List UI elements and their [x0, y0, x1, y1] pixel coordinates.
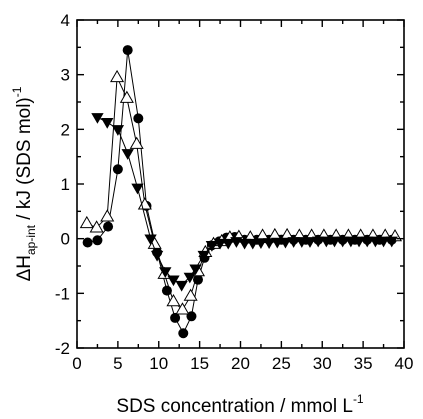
x-tick-label: 5 [113, 354, 122, 373]
data-point-triangle-down [385, 236, 398, 248]
data-point-triangle-up [183, 288, 198, 301]
data-point-triangle-up [129, 136, 144, 149]
data-point-circle [92, 235, 103, 246]
tick-labels-layer: 0 5 10 15 20 25 30 35 40 -2 -1 0 1 2 3 4 [55, 11, 414, 373]
data-point-circle [122, 45, 133, 56]
data-point-triangle-down [222, 238, 235, 250]
data-point-triangle-down [311, 236, 325, 248]
data-point-triangle-down [271, 237, 284, 249]
series-layer [79, 45, 403, 339]
data-point-triangle-up [119, 90, 134, 103]
data-point-triangle-up [79, 215, 94, 229]
data-point-triangle-down [205, 241, 219, 252]
series-line [86, 75, 396, 311]
data-point-triangle-down [183, 272, 196, 284]
data-point-triangle-down [189, 264, 202, 276]
ticks-layer [76, 19, 405, 349]
data-point-triangle-down [101, 118, 114, 129]
y-tick-label: 1 [61, 175, 70, 194]
x-tick-label: 0 [72, 354, 81, 373]
data-point-circle [82, 237, 93, 248]
series-filled-circle [82, 45, 397, 339]
y-tick-label: 4 [61, 11, 70, 30]
series-line [87, 50, 392, 335]
data-point-triangle-down [377, 236, 390, 248]
series-filled-triangle-down [91, 113, 398, 292]
data-point-triangle-down [279, 237, 292, 249]
x-axis-label: SDS concentration / mmol L-1 [116, 392, 364, 417]
data-point-triangle-down [121, 149, 134, 160]
x-tick-label: 35 [354, 354, 373, 373]
data-point-triangle-down [91, 113, 104, 124]
x-tick-label: 30 [313, 354, 332, 373]
data-point-triangle-down [369, 236, 382, 248]
y-tick-label: -1 [55, 284, 70, 303]
data-point-triangle-down [287, 237, 300, 248]
data-point-circle [170, 312, 181, 323]
x-tick-label: 10 [149, 354, 168, 373]
data-point-triangle-up [89, 220, 104, 233]
data-point-triangle-up [100, 209, 115, 222]
data-point-triangle-down [262, 238, 276, 249]
y-tick-label: 2 [61, 120, 70, 139]
data-point-circle [192, 274, 203, 285]
data-point-circle [112, 164, 123, 175]
data-point-triangle-down [336, 236, 349, 248]
data-point-triangle-up [175, 302, 190, 315]
data-point-triangle-down [144, 234, 157, 246]
x-tick-label: 40 [395, 354, 414, 373]
data-point-triangle-down [352, 236, 366, 248]
data-point-triangle-down [328, 236, 341, 248]
data-point-circle [133, 113, 144, 124]
data-point-triangle-down [303, 237, 317, 248]
data-point-triangle-down [213, 238, 227, 250]
y-tick-label: 3 [61, 66, 70, 85]
data-point-triangle-down [197, 250, 210, 262]
data-point-triangle-down [344, 236, 358, 248]
data-point-triangle-down [238, 238, 251, 250]
data-point-triangle-down [361, 236, 374, 248]
x-tick-label: 15 [190, 354, 209, 373]
data-point-triangle-down [150, 250, 164, 262]
y-tick-label: -2 [55, 339, 70, 358]
data-point-circle [103, 221, 114, 232]
data-point-triangle-down [320, 236, 333, 248]
data-point-triangle-down [246, 238, 259, 250]
series-open-triangle-up [79, 69, 403, 315]
data-point-triangle-down [175, 280, 188, 292]
data-point-triangle-down [111, 125, 125, 136]
data-point-triangle-down [167, 275, 180, 287]
data-point-triangle-down [254, 238, 268, 249]
data-point-triangle-up [166, 294, 181, 307]
data-point-triangle-down [295, 237, 308, 248]
y-tick-label: 0 [61, 230, 70, 249]
data-point-triangle-down [159, 267, 172, 278]
data-point-circle [178, 328, 189, 339]
data-point-triangle-up [110, 69, 125, 83]
series-line [97, 116, 392, 286]
y-axis-label: ΔHap-int / kJ (SDS mol)-1 [10, 86, 38, 281]
x-tick-label: 25 [272, 354, 291, 373]
data-point-triangle-down [131, 183, 144, 195]
x-tick-label: 20 [231, 354, 250, 373]
